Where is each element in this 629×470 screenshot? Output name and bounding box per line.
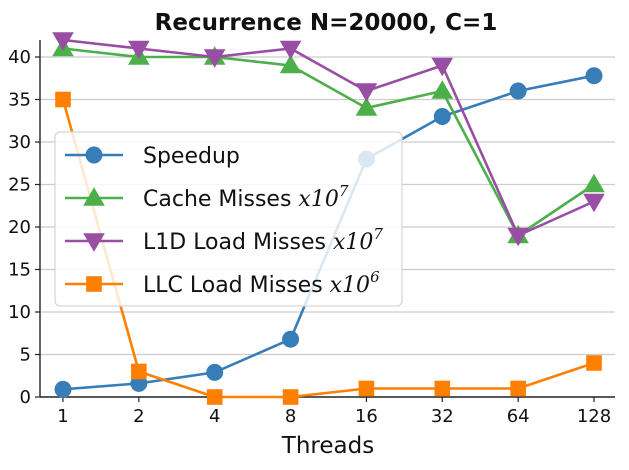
data-point bbox=[55, 91, 71, 108]
y-tick-label: 15 bbox=[8, 260, 31, 281]
data-point bbox=[585, 67, 603, 85]
x-tick-label: 128 bbox=[577, 406, 611, 427]
data-point bbox=[355, 83, 378, 102]
data-point bbox=[431, 80, 454, 99]
data-point bbox=[206, 363, 224, 381]
y-tick-label: 0 bbox=[20, 387, 31, 408]
legend-box bbox=[54, 131, 403, 307]
x-tick-label: 1 bbox=[57, 406, 68, 427]
data-point bbox=[206, 389, 223, 405]
legend-label: Cache Misses x107 bbox=[143, 182, 349, 212]
data-point bbox=[434, 380, 451, 397]
data-point bbox=[431, 57, 454, 77]
data-point bbox=[358, 380, 375, 397]
data-point bbox=[583, 173, 605, 193]
data-point bbox=[586, 355, 602, 371]
data-point bbox=[279, 54, 302, 74]
x-tick-label: 32 bbox=[431, 406, 454, 427]
data-point bbox=[583, 193, 605, 213]
legend-marker bbox=[83, 187, 105, 206]
axes: 0 5 10 15 20 25 30 35 40 1 2 4 8 16 32 64 128 bbox=[8, 40, 615, 427]
legend-marker bbox=[86, 276, 102, 292]
data-point bbox=[282, 389, 299, 405]
series-3 bbox=[55, 91, 602, 405]
legend-label: LLC Load Misses x106 bbox=[143, 268, 380, 298]
data-point bbox=[510, 380, 526, 397]
x-tick-label: 4 bbox=[209, 406, 220, 427]
data-point bbox=[509, 82, 527, 100]
x-tick-label: 8 bbox=[285, 406, 296, 427]
series-2 bbox=[52, 32, 605, 247]
data-point bbox=[128, 40, 150, 60]
data-point bbox=[433, 108, 451, 125]
y-tick-label: 5 bbox=[20, 345, 31, 366]
y-tick-label: 40 bbox=[8, 47, 31, 68]
legend-marker bbox=[85, 146, 103, 164]
data-point bbox=[52, 32, 74, 51]
data-point bbox=[279, 40, 302, 60]
y-tick-label: 20 bbox=[8, 217, 31, 238]
chart-title: Recurrence N=20000, C=1 bbox=[155, 10, 498, 36]
y-tick-label: 25 bbox=[8, 175, 31, 196]
legend-entry: LLC Load Misses x106 bbox=[65, 268, 380, 298]
y-tick-label: 35 bbox=[8, 90, 31, 111]
series-line bbox=[61, 99, 595, 399]
data-point bbox=[282, 330, 300, 348]
legend-entry: L1D Load Misses x107 bbox=[65, 225, 383, 255]
data-point bbox=[203, 49, 226, 68]
legend-entry: Speedup bbox=[65, 144, 240, 169]
data-point bbox=[54, 380, 72, 398]
y-tick-label: 10 bbox=[8, 302, 31, 323]
y-tick-label: 30 bbox=[8, 132, 31, 153]
legend-label: L1D Load Misses x107 bbox=[143, 225, 383, 255]
series-line bbox=[62, 47, 595, 237]
data-point bbox=[507, 227, 529, 247]
x-tick-label: 2 bbox=[133, 406, 144, 427]
data-point bbox=[131, 363, 147, 380]
x-tick-label: 64 bbox=[507, 406, 530, 427]
legend-label: Speedup bbox=[143, 144, 240, 169]
legend-marker bbox=[83, 233, 105, 252]
x-axis-label: Threads bbox=[281, 433, 374, 459]
series-line bbox=[62, 38, 595, 237]
data-point bbox=[355, 97, 378, 116]
legend-entry: Cache Misses x107 bbox=[65, 182, 349, 212]
legend: Speedup Cache Misses x107 L1D Load Misses … bbox=[54, 131, 403, 307]
x-tick-label: 16 bbox=[355, 406, 378, 427]
